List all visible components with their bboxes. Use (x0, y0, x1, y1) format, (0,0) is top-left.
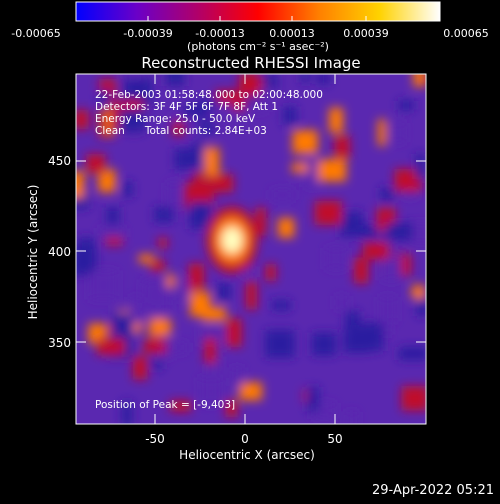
colorbar-tick-label: -0.00013 (195, 27, 244, 40)
plot-frame (75, 73, 427, 425)
colorbar (75, 1, 441, 22)
x-tick-label: -50 (145, 432, 165, 446)
colorbar-ticks (75, 16, 441, 21)
x-axis-ticks (154, 74, 336, 424)
x-tick-label: 50 (327, 432, 342, 446)
info-block: 22-Feb-2003 01:58:48.000 to 02:00:48.000… (95, 89, 323, 137)
y-axis-label: Heliocentric Y (arcsec) (26, 185, 40, 320)
plot-title: Reconstructed RHESSI Image (141, 54, 360, 72)
footer-timestamp: 29-Apr-2022 05:21 (372, 483, 494, 498)
info-line-time: 22-Feb-2003 01:58:48.000 to 02:00:48.000 (95, 89, 323, 101)
y-tick-label: 350 (48, 336, 71, 350)
info-line-detectors: Detectors: 3F 4F 5F 6F 7F 8F, Att 1 (95, 101, 278, 113)
colorbar-tick-label: 0.00013 (269, 27, 315, 40)
colorbar-tick-label: 0.00065 (443, 27, 489, 40)
y-tick-label: 400 (48, 245, 71, 259)
y-axis-tick-labels: 450 400 350 (48, 154, 71, 350)
colorbar-tick-label: 0.00039 (343, 27, 389, 40)
x-axis-tick-labels: -50 0 50 (145, 432, 342, 446)
y-tick-label: 450 (48, 154, 71, 168)
y-axis-ticks (76, 160, 426, 343)
info-line-counts: Clean Total counts: 2.84E+03 (95, 125, 267, 137)
peak-position-text: Position of Peak = [-9,403] (95, 399, 235, 411)
info-line-energy: Energy Range: 25.0 - 50.0 keV (95, 113, 256, 125)
x-axis-label: Heliocentric X (arcsec) (179, 448, 315, 462)
x-tick-label: 0 (241, 432, 249, 446)
colorbar-tick-labels: -0.00065 -0.00039 -0.00013 0.00013 0.000… (11, 27, 488, 40)
colorbar-units-label: (photons cm⁻² s⁻¹ asec⁻²) (187, 40, 329, 53)
rhessi-image (76, 74, 426, 424)
colorbar-tick-label: -0.00039 (123, 27, 172, 40)
colorbar-tick-label: -0.00065 (11, 27, 60, 40)
